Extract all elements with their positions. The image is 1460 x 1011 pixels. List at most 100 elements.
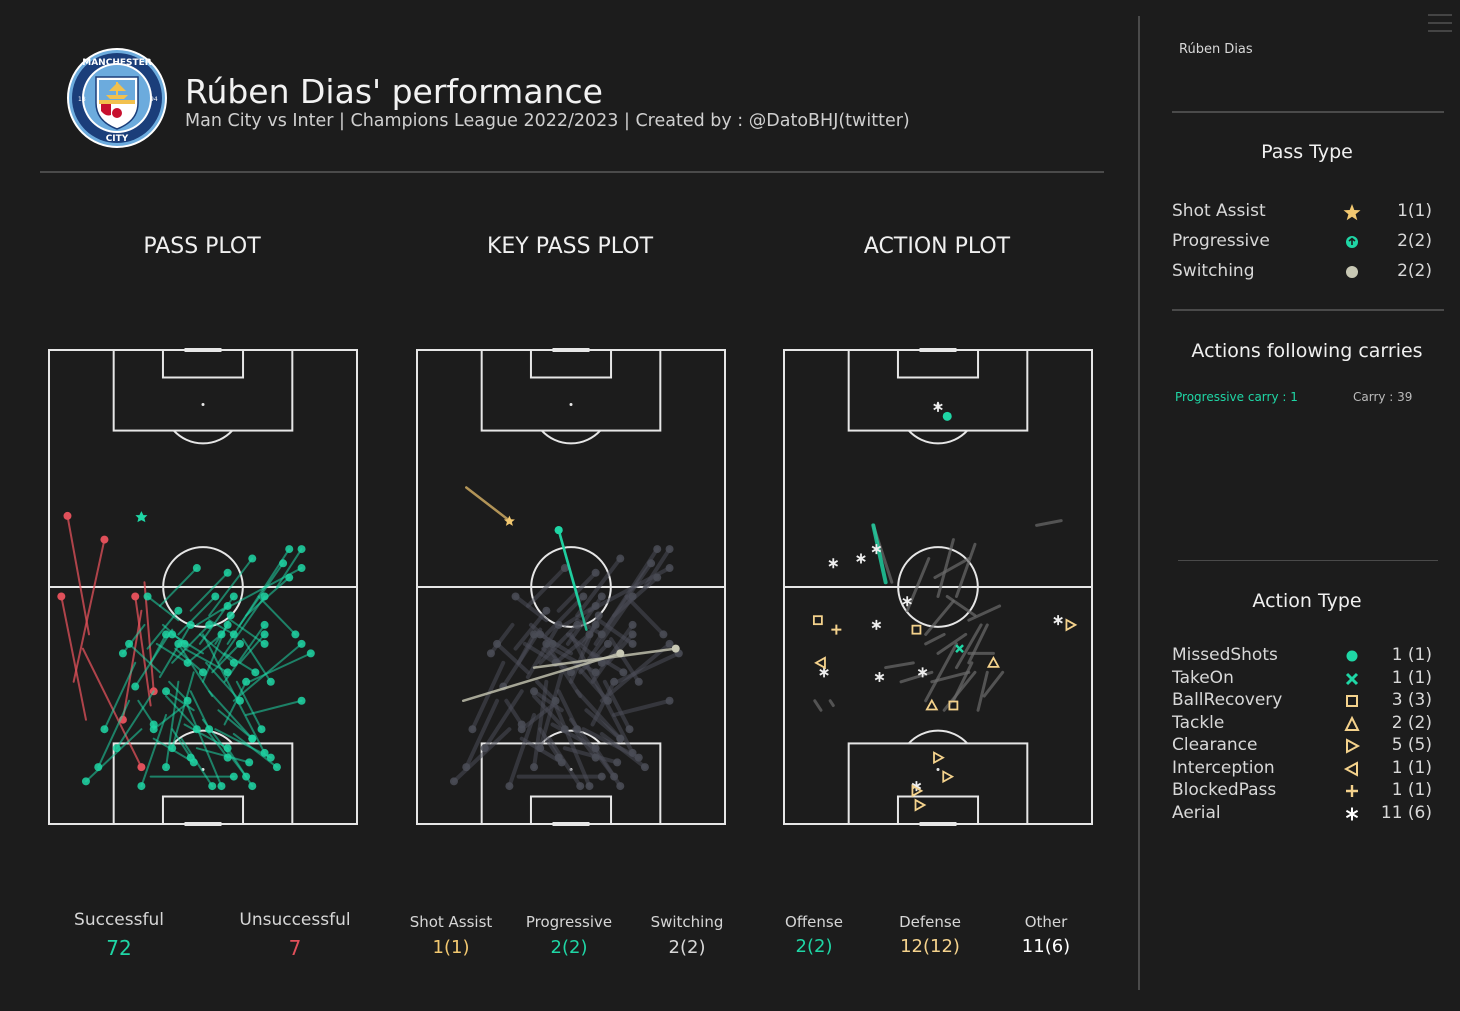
background-pass bbox=[553, 703, 592, 789]
successful-pass-end bbox=[260, 630, 269, 639]
legend-count: 2(2) bbox=[1397, 261, 1432, 281]
legend-count: 1(1) bbox=[1397, 201, 1432, 221]
six-yard-box-bottom bbox=[896, 795, 980, 825]
triangle-up-icon bbox=[1344, 715, 1360, 731]
pass-type-title: Pass Type bbox=[1261, 141, 1353, 163]
successful-pass bbox=[165, 680, 180, 769]
successful-pass bbox=[232, 732, 278, 769]
square-icon bbox=[1346, 695, 1358, 707]
legend-row-tackle: Tackle 2 (2) bbox=[1172, 713, 1442, 737]
background-pass-end bbox=[594, 611, 603, 620]
asterisk-icon bbox=[1345, 807, 1359, 820]
penalty-arc-bottom bbox=[173, 729, 233, 745]
successful-pass-end bbox=[192, 564, 201, 573]
tackle-marker bbox=[925, 698, 939, 711]
carry-line bbox=[954, 542, 977, 598]
background-pass bbox=[593, 746, 623, 789]
center-circle bbox=[530, 546, 612, 628]
successful-pass bbox=[97, 699, 131, 769]
successful-pass-end bbox=[183, 696, 192, 705]
successful-pass-end bbox=[174, 639, 183, 648]
legend-label: BlockedPass bbox=[1172, 780, 1277, 800]
page-subtitle: Man City vs Inter | Champions League 202… bbox=[185, 111, 910, 131]
background-pass bbox=[575, 556, 623, 618]
successful-pass bbox=[195, 604, 229, 626]
carry-line bbox=[924, 599, 955, 636]
background-pass-end bbox=[647, 559, 656, 568]
carry-line bbox=[924, 632, 946, 646]
background-pass-end bbox=[625, 725, 634, 734]
successful-pass-end bbox=[223, 620, 232, 629]
successful-pass-end bbox=[297, 564, 306, 573]
background-pass bbox=[516, 632, 537, 665]
clearance-marker bbox=[933, 751, 945, 765]
background-pass-end bbox=[591, 601, 600, 610]
clearance-marker bbox=[911, 784, 924, 798]
background-pass-end bbox=[567, 668, 575, 677]
legend-count: 1 (1) bbox=[1391, 667, 1432, 688]
clearance-marker bbox=[942, 770, 955, 784]
successful-pass bbox=[103, 661, 137, 731]
legend-label: TakeOn bbox=[1172, 667, 1234, 688]
successful-pass-end bbox=[205, 620, 214, 629]
successful-value: 72 bbox=[106, 936, 132, 960]
defense-value: 12(12) bbox=[900, 936, 960, 957]
aerial-marker bbox=[917, 667, 928, 678]
legend-label: Shot Assist bbox=[1172, 201, 1266, 221]
legend-label: Interception bbox=[1172, 757, 1275, 778]
successful-pass bbox=[217, 595, 266, 664]
successful-pass-end bbox=[223, 568, 232, 577]
successful-pass bbox=[84, 728, 143, 783]
progressive-circle-icon bbox=[1346, 236, 1358, 248]
successful-pass bbox=[140, 713, 168, 788]
successful-pass bbox=[245, 576, 291, 617]
carry-line bbox=[954, 623, 983, 670]
aerial-marker bbox=[902, 596, 912, 607]
carry-line bbox=[933, 557, 971, 580]
other-label: Other bbox=[1024, 913, 1068, 931]
successful-pass-end bbox=[285, 573, 294, 582]
successful-pass-end bbox=[186, 753, 195, 762]
sidebar-divider-2 bbox=[1172, 309, 1444, 311]
successful-pass bbox=[211, 642, 241, 674]
successful-pass-end bbox=[143, 592, 152, 601]
six-yard-box-top bbox=[896, 349, 980, 379]
successful-pass bbox=[137, 699, 155, 726]
background-pass bbox=[464, 698, 500, 770]
progressive-pass bbox=[557, 528, 582, 608]
carry-line bbox=[924, 642, 958, 703]
background-pass-end bbox=[653, 545, 662, 554]
background-pass-end bbox=[628, 630, 637, 639]
carry-line bbox=[982, 670, 1005, 698]
successful-pass-end bbox=[223, 753, 232, 762]
successful-pass-end bbox=[229, 772, 238, 781]
background-pass bbox=[507, 712, 537, 789]
successful-pass bbox=[198, 633, 235, 664]
successful-pass bbox=[186, 633, 223, 664]
background-pass-end bbox=[548, 639, 557, 648]
menu-icon[interactable] bbox=[1428, 14, 1452, 34]
legend-row-shot-assist: Shot Assist 1(1) bbox=[1172, 201, 1442, 225]
six-yard-box-bottom bbox=[529, 795, 613, 825]
legend-count: 2 (2) bbox=[1391, 712, 1432, 733]
successful-pass-end bbox=[162, 630, 171, 639]
other-value: 11(6) bbox=[1021, 936, 1071, 957]
background-pass bbox=[584, 708, 623, 741]
background-pass bbox=[562, 603, 598, 627]
successful-pass bbox=[158, 623, 192, 679]
background-pass-end bbox=[462, 763, 471, 772]
carry-line bbox=[884, 661, 915, 670]
unsuccessful-pass-end bbox=[131, 592, 140, 601]
background-pass-end bbox=[597, 592, 606, 601]
successful-pass bbox=[146, 595, 180, 622]
successful-pass bbox=[208, 619, 235, 636]
carry-line bbox=[945, 594, 977, 617]
ball-recovery-marker bbox=[948, 700, 959, 711]
successful-pass-end bbox=[199, 668, 207, 677]
legend-label: Tackle bbox=[1172, 712, 1225, 733]
penalty-arc-top bbox=[908, 429, 968, 445]
background-pass bbox=[538, 727, 561, 760]
penalty-arc-top bbox=[173, 429, 233, 445]
successful-pass bbox=[189, 571, 229, 612]
successful-pass-end bbox=[251, 668, 260, 677]
